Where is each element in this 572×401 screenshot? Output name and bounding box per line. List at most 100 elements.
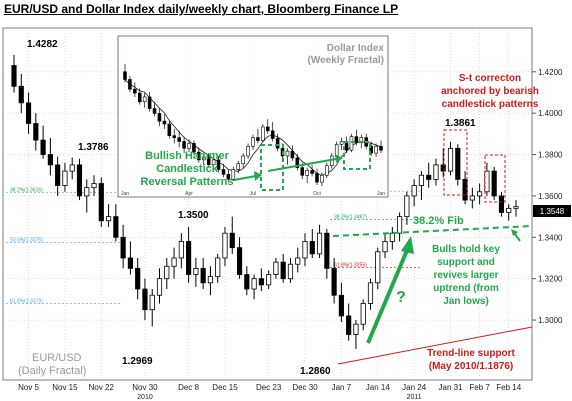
bearish-pattern-box-2 (484, 154, 506, 203)
correction-line2: anchored by bearish (441, 86, 539, 97)
candle (295, 257, 301, 265)
inset-candle (147, 96, 152, 109)
y-tick-label: 1.4200 (538, 68, 563, 77)
y-tick-label: 1.3800 (538, 151, 563, 160)
candle (105, 216, 112, 222)
inset-candle (339, 141, 344, 145)
x-axis: Nov 5 Nov 15 Nov 22 Nov 30 Dec 8 Dec 15 Dec 23… (18, 383, 522, 401)
bulls-line4: uptrend (from (433, 283, 499, 294)
candle (273, 261, 279, 275)
candle (411, 185, 417, 197)
inset-candle (226, 174, 231, 180)
inset-candle (320, 175, 324, 183)
inset-candle (172, 135, 177, 138)
candle (367, 282, 374, 304)
year-label: 2011 (407, 394, 422, 401)
candle (455, 147, 461, 180)
inset-ma-line (124, 79, 382, 176)
candle (302, 241, 308, 259)
inset-candle (162, 120, 167, 125)
annotation-high-2: 1.3786 (78, 142, 109, 153)
hammer-label-line2: Candlestick (156, 163, 219, 175)
inset-border (117, 35, 389, 198)
candle (375, 251, 381, 284)
inset-candle (211, 159, 216, 165)
x-tick-label: Jan 7 (332, 383, 352, 392)
inset-candle (167, 123, 172, 136)
inset-candle (374, 146, 378, 154)
y-axis: 1.4200 1.4000 1.3800 1.3600 1.3400 1.3200 1.30… (532, 68, 563, 325)
trend-line (337, 326, 533, 365)
hammer-arrow-2 (267, 158, 337, 172)
candle (236, 247, 243, 275)
current-price-tag: 1.3548 (540, 207, 565, 216)
uptrend-arrow-head (401, 236, 414, 254)
candle (113, 216, 119, 238)
bulls-line2: support and (437, 257, 495, 268)
correction-line3: candlestick patterns (442, 99, 539, 110)
question-mark: ? (396, 289, 406, 306)
inset-title-line2: (Weekly Fractal) (307, 55, 384, 66)
y-tick-label: 1.3200 (538, 275, 563, 284)
inset-candle (133, 88, 137, 94)
candle (18, 85, 24, 104)
inset-candle (251, 137, 255, 147)
main-plot-border (2, 27, 533, 381)
candle (40, 139, 46, 155)
hammer-arrow-1 (233, 175, 257, 181)
x-tick-label: Jan 14 (366, 383, 391, 392)
inset-candle (241, 155, 245, 165)
candle (331, 267, 337, 296)
fib-label: 38.2% Fib (413, 215, 464, 227)
candle (498, 195, 505, 213)
current-price-tag-box (533, 205, 571, 217)
y-tick-label: 1.3600 (538, 192, 563, 201)
candle (193, 267, 199, 275)
candle (251, 278, 257, 290)
x-tick-label: Nov 15 (52, 383, 78, 392)
trendline-label-line2: (May 2010/1.1876) (429, 361, 514, 372)
candle (164, 265, 170, 280)
x-tick-label: Dec 15 (212, 383, 238, 392)
inset-candle (265, 126, 270, 132)
candle (178, 241, 184, 259)
inset-candle (206, 156, 211, 165)
candle (353, 323, 359, 335)
daily-candles (11, 54, 519, 350)
inset-candle (246, 146, 250, 157)
inset-candle (379, 146, 383, 151)
candle (229, 232, 235, 249)
inset-candle (256, 137, 260, 141)
hammer-label-line1: Bullish Hammer (145, 150, 229, 162)
candle (171, 257, 177, 267)
candle (76, 164, 83, 197)
inset-candle (192, 143, 196, 153)
y-tick-label: 1.4000 (538, 109, 563, 118)
candle (287, 263, 294, 280)
candle (69, 164, 75, 172)
candle (338, 294, 344, 317)
inset-candle (152, 108, 157, 114)
x-tick-label: Feb 14 (496, 383, 521, 392)
fib-level-label: 38.2%(1.3487) (334, 214, 367, 220)
candle (433, 164, 439, 180)
candle (389, 232, 395, 242)
inset-candle (305, 170, 309, 176)
dollar-index-inset: Jan Apr Jul Oct Jan Dollar Index (Weekly Fra… (117, 35, 389, 198)
candle (207, 276, 214, 284)
daily-label-line2: (Daily Fractal) (18, 365, 86, 377)
support-arrow-head (511, 229, 518, 236)
inset-candle (157, 113, 162, 122)
candle (127, 257, 133, 269)
correction-line1: S-t correcton (459, 73, 521, 84)
x-tick-label: Jan 31 (439, 383, 464, 392)
candle (142, 288, 148, 311)
candle (11, 65, 17, 87)
candle (324, 232, 330, 269)
x-tick-label: Dec 23 (256, 383, 282, 392)
bulls-line1: Bulls hold key (432, 244, 500, 255)
bulls-line5: Jan lows) (443, 296, 489, 307)
candle (33, 123, 39, 141)
fib-level-label: 50.0%(1.3376) (10, 237, 43, 243)
candle (62, 170, 68, 186)
